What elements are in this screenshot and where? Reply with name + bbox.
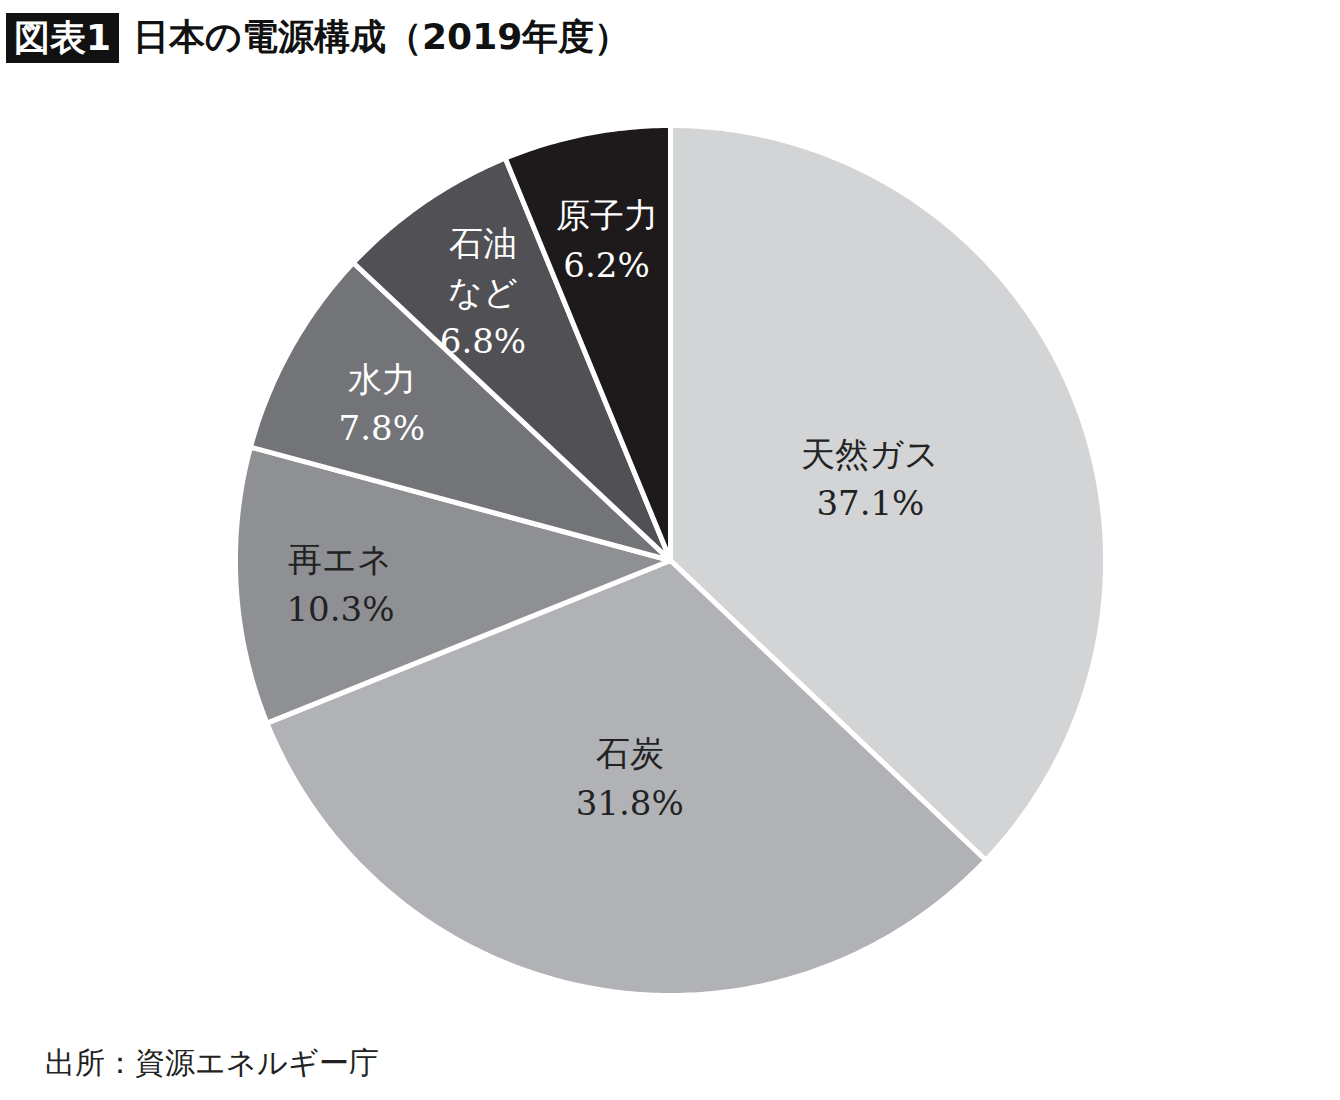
html-text:日本の電源構成（2019年度）: 日本の電源構成（2019年度） (133, 16, 631, 57)
svg-text:原子力6.2%: 原子力6.2% (556, 195, 658, 284)
svg-text:石油など6.8%: 石油など6.8% (440, 223, 526, 362)
svg-text:水力7.8%: 水力7.8% (339, 359, 425, 448)
svg-text:石炭31.8%: 石炭31.8% (576, 733, 684, 822)
html-text:出所：資源エネルギー庁: 出所：資源エネルギー庁 (45, 1045, 379, 1080)
html-text:図表1: 図表1 (14, 16, 112, 58)
svg-text:天然ガス37.1%: 天然ガス37.1% (801, 434, 939, 523)
svg-text:再エネ10.3%: 再エネ10.3% (286, 539, 394, 628)
